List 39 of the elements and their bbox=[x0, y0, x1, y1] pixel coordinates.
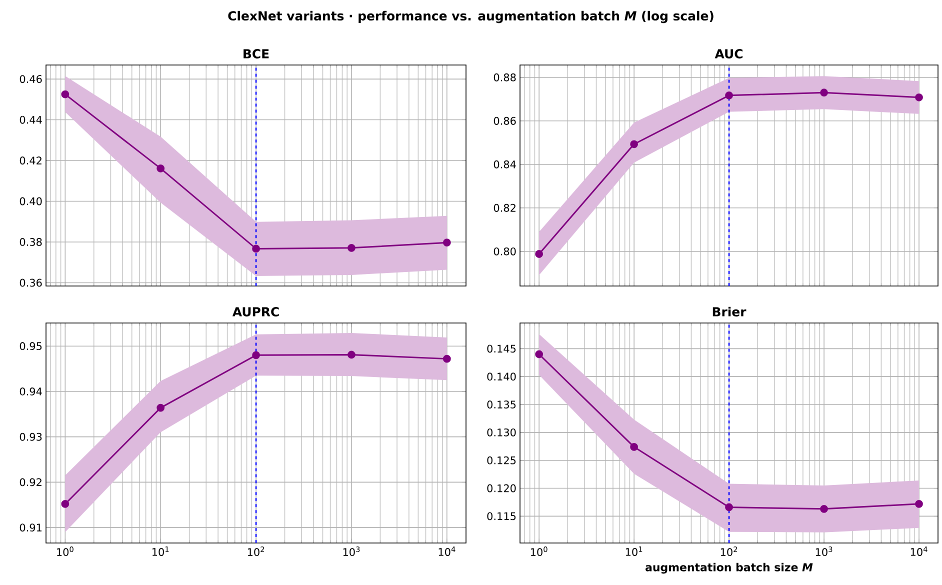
y-tick-label: 0.130 bbox=[487, 428, 516, 436]
y-tick-label: 0.88 bbox=[494, 73, 516, 82]
x-tick-label: 10$^{4}$ bbox=[910, 546, 928, 556]
y-tick-label: 0.120 bbox=[487, 484, 516, 492]
y-tick-label: 0.44 bbox=[20, 116, 42, 124]
x-tick-label: 10$^{1}$ bbox=[626, 546, 642, 556]
y-tick-label: 0.93 bbox=[20, 432, 42, 441]
chart-title: Brier bbox=[712, 306, 746, 316]
x-tick-label: 10$^{2}$ bbox=[720, 546, 738, 556]
y-tick-label: 0.115 bbox=[487, 512, 516, 520]
y-tick-label: 0.140 bbox=[487, 372, 516, 381]
y-tick-label: 0.94 bbox=[20, 388, 42, 396]
y-tick-label: 0.42 bbox=[20, 156, 42, 164]
text: ClexNet variants · performance vs. augmentation batch M (log scale) bbox=[228, 10, 714, 24]
x-tick-label: 10$^{3}$ bbox=[816, 546, 832, 556]
y-tick-label: 0.95 bbox=[20, 342, 42, 350]
x-tick-label: 10$^{4}$ bbox=[438, 546, 456, 556]
y-tick-label: 0.82 bbox=[494, 204, 516, 212]
y-tick-label: 0.40 bbox=[20, 197, 42, 206]
y-tick-label: 0.36 bbox=[20, 278, 42, 287]
chart-title: AUC bbox=[714, 49, 742, 58]
x-axis-title: augmentation batch size M bbox=[646, 562, 813, 574]
y-tick-label: 0.91 bbox=[20, 524, 42, 532]
y-tick-label: 0.46 bbox=[20, 75, 42, 83]
x-tick-label: 10$^{0}$ bbox=[530, 546, 548, 556]
x-tick-label: 10$^{0}$ bbox=[57, 546, 74, 556]
y-tick-label: 0.135 bbox=[487, 400, 516, 408]
y-tick-label: 0.38 bbox=[20, 238, 42, 246]
chart-title: BCE bbox=[244, 49, 269, 58]
y-tick-label: 0.84 bbox=[494, 160, 516, 168]
chart-title: AUPRC bbox=[232, 307, 279, 316]
y-tick-label: 0.80 bbox=[494, 247, 516, 256]
y-tick-label: 0.125 bbox=[487, 456, 516, 464]
x-tick-label: 10$^{3}$ bbox=[343, 546, 360, 556]
y-tick-label: 0.145 bbox=[487, 344, 516, 353]
x-tick-label: 10$^{2}$ bbox=[248, 546, 264, 556]
y-tick-label: 0.92 bbox=[20, 478, 42, 486]
y-tick-label: 0.86 bbox=[494, 116, 516, 125]
x-tick-label: 10$^{1}$ bbox=[152, 546, 169, 556]
